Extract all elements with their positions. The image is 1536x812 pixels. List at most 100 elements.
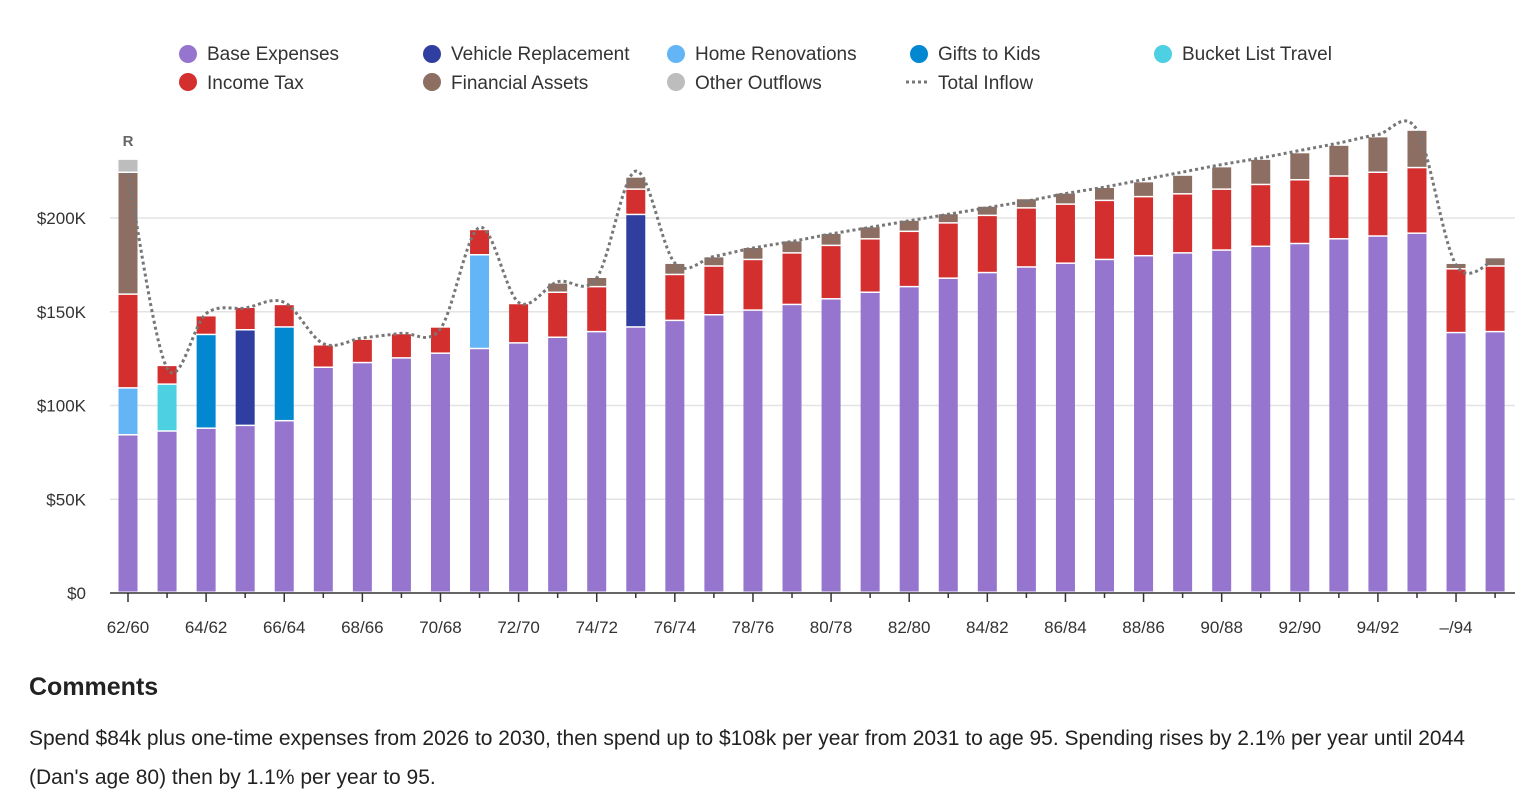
bar-base-expenses[interactable]: [235, 426, 255, 592]
bar-financial-assets[interactable]: [938, 214, 958, 223]
bar-financial-assets[interactable]: [1329, 145, 1349, 176]
bar-financial-assets[interactable]: [860, 227, 880, 239]
bar-base-expenses[interactable]: [665, 321, 685, 592]
bar-financial-assets[interactable]: [1212, 167, 1232, 189]
bar-income-tax[interactable]: [1407, 168, 1427, 233]
bar-base-expenses[interactable]: [782, 305, 802, 592]
bar-base-expenses[interactable]: [743, 310, 763, 592]
bar-income-tax[interactable]: [665, 275, 685, 320]
bar-base-expenses[interactable]: [430, 353, 450, 592]
bar-home-renovations[interactable]: [118, 388, 138, 434]
bar-base-expenses[interactable]: [1212, 250, 1232, 592]
bar-base-expenses[interactable]: [899, 287, 919, 592]
bar-base-expenses[interactable]: [313, 368, 333, 592]
bar-base-expenses[interactable]: [1095, 260, 1114, 592]
bar-base-expenses[interactable]: [938, 278, 958, 592]
bar-base-expenses[interactable]: [352, 363, 372, 592]
bar-financial-assets[interactable]: [782, 241, 802, 253]
bar-base-expenses[interactable]: [977, 273, 997, 592]
bar-income-tax[interactable]: [977, 216, 997, 272]
bar-income-tax[interactable]: [587, 287, 607, 331]
legend-item-total-inflow[interactable]: Total Inflow: [906, 73, 1033, 94]
bar-financial-assets[interactable]: [1251, 159, 1271, 184]
bar-income-tax[interactable]: [430, 327, 450, 353]
bar-income-tax[interactable]: [235, 308, 255, 329]
bar-gifts-to-kids[interactable]: [274, 327, 294, 420]
bar-income-tax[interactable]: [1055, 204, 1075, 263]
bar-base-expenses[interactable]: [704, 315, 724, 592]
bar-income-tax[interactable]: [509, 304, 529, 343]
bar-base-expenses[interactable]: [587, 332, 607, 592]
legend-item-gifts-to-kids[interactable]: Gifts to Kids: [910, 44, 1040, 65]
bar-income-tax[interactable]: [1134, 197, 1154, 255]
legend-item-income-tax[interactable]: Income Tax: [179, 73, 304, 94]
bar-base-expenses[interactable]: [157, 431, 177, 592]
bar-income-tax[interactable]: [704, 266, 724, 314]
legend-item-vehicle-replacement[interactable]: Vehicle Replacement: [423, 44, 630, 65]
bar-income-tax[interactable]: [548, 293, 568, 337]
legend-item-base-expenses[interactable]: Base Expenses: [179, 44, 339, 65]
bar-financial-assets[interactable]: [1368, 137, 1388, 172]
bar-base-expenses[interactable]: [626, 327, 646, 592]
bar-financial-assets[interactable]: [1134, 182, 1154, 196]
bar-income-tax[interactable]: [1016, 208, 1036, 267]
bar-base-expenses[interactable]: [548, 338, 568, 592]
bar-income-tax[interactable]: [274, 305, 294, 327]
bar-financial-assets[interactable]: [1290, 153, 1310, 179]
bar-base-expenses[interactable]: [391, 358, 411, 592]
bar-income-tax[interactable]: [821, 246, 841, 299]
bar-income-tax[interactable]: [782, 253, 802, 304]
legend-item-other-outflows[interactable]: Other Outflows: [667, 73, 822, 94]
bar-income-tax[interactable]: [1173, 194, 1193, 253]
bar-financial-assets[interactable]: [665, 263, 685, 274]
bar-income-tax[interactable]: [470, 230, 490, 254]
bar-financial-assets[interactable]: [1173, 175, 1193, 194]
bar-financial-assets[interactable]: [587, 278, 607, 286]
bar-financial-assets[interactable]: [1095, 188, 1114, 200]
bar-income-tax[interactable]: [626, 189, 646, 214]
legend-item-financial-assets[interactable]: Financial Assets: [423, 73, 588, 94]
bar-base-expenses[interactable]: [1407, 233, 1427, 592]
bar-vehicle-replacement[interactable]: [626, 215, 646, 327]
bar-gifts-to-kids[interactable]: [196, 335, 216, 428]
bar-base-expenses[interactable]: [821, 299, 841, 592]
bar-income-tax[interactable]: [157, 366, 177, 384]
bar-base-expenses[interactable]: [1446, 333, 1466, 592]
bar-financial-assets[interactable]: [899, 220, 919, 231]
bar-income-tax[interactable]: [899, 232, 919, 286]
bar-income-tax[interactable]: [938, 223, 958, 278]
bar-financial-assets[interactable]: [743, 248, 763, 259]
bar-bucket-list-travel[interactable]: [157, 384, 177, 431]
bar-income-tax[interactable]: [860, 239, 880, 292]
bar-financial-assets[interactable]: [118, 173, 138, 294]
bar-financial-assets[interactable]: [1016, 199, 1036, 208]
bar-income-tax[interactable]: [1368, 173, 1388, 236]
legend-item-bucket-list-travel[interactable]: Bucket List Travel: [1154, 44, 1332, 65]
bar-income-tax[interactable]: [118, 294, 138, 388]
bar-income-tax[interactable]: [1251, 185, 1271, 246]
bar-base-expenses[interactable]: [509, 343, 529, 592]
bar-base-expenses[interactable]: [1290, 244, 1310, 592]
bar-financial-assets[interactable]: [704, 257, 724, 266]
bar-base-expenses[interactable]: [860, 293, 880, 592]
bar-financial-assets[interactable]: [1055, 193, 1075, 204]
bar-income-tax[interactable]: [313, 345, 333, 367]
bar-income-tax[interactable]: [352, 339, 372, 362]
bar-base-expenses[interactable]: [1368, 236, 1388, 592]
bar-base-expenses[interactable]: [1173, 253, 1193, 592]
bar-income-tax[interactable]: [743, 260, 763, 310]
bar-base-expenses[interactable]: [1329, 239, 1349, 592]
bar-base-expenses[interactable]: [470, 349, 490, 592]
bar-income-tax[interactable]: [1446, 269, 1466, 332]
bar-base-expenses[interactable]: [1055, 263, 1075, 592]
bar-financial-assets[interactable]: [821, 233, 841, 245]
bar-base-expenses[interactable]: [1251, 247, 1271, 592]
bar-income-tax[interactable]: [1212, 189, 1232, 250]
bar-financial-assets[interactable]: [1485, 258, 1505, 266]
bar-financial-assets[interactable]: [626, 177, 646, 189]
bar-base-expenses[interactable]: [1134, 256, 1154, 592]
bar-base-expenses[interactable]: [196, 428, 216, 592]
bar-base-expenses[interactable]: [274, 421, 294, 592]
bar-financial-assets[interactable]: [977, 206, 997, 215]
bar-other-outflows[interactable]: [118, 159, 138, 172]
